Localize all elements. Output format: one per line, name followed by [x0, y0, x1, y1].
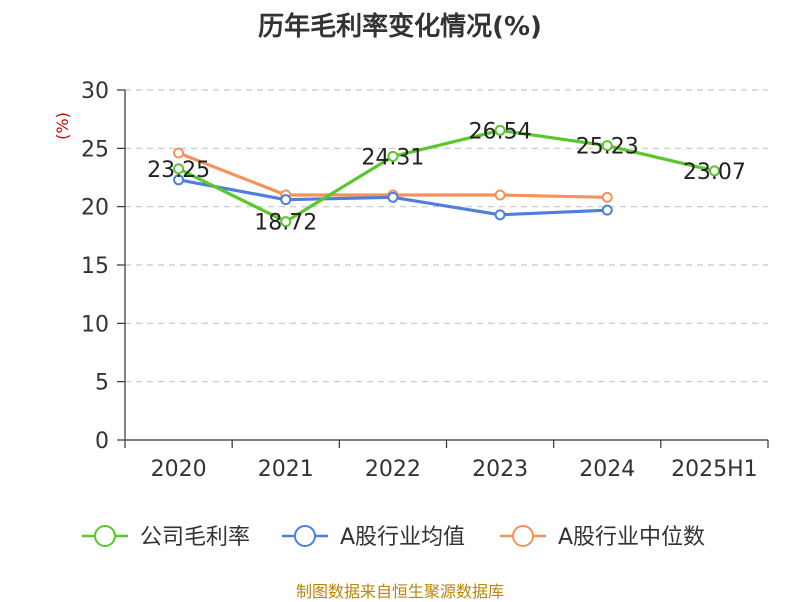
x-tick-label: 2021 [258, 457, 314, 482]
y-tick-label: 0 [95, 429, 109, 454]
data-label: 23.07 [683, 160, 746, 185]
x-tick-label: 2023 [472, 457, 528, 482]
legend-label: 公司毛利率 [140, 525, 250, 550]
source-note: 制图数据来自恒生聚源数据库 [295, 582, 504, 601]
legend-marker [294, 525, 316, 547]
data-labels: 23.25 18.72 24.31 26.54 25.23 23.07 [147, 119, 746, 235]
data-point-gross_margin [387, 150, 399, 162]
legend-item-gross_margin[interactable]: 公司毛利率 [82, 525, 250, 550]
data-label: 23.25 [147, 158, 210, 183]
y-axis-unit-label: (%) [53, 112, 72, 140]
axes: 0 5 10 15 20 25 30 2020 2021 2022 2023 2024 2025H1 [81, 79, 769, 482]
y-tick-label: 5 [95, 371, 109, 396]
series-lines [173, 124, 720, 228]
data-label: 26.54 [469, 119, 532, 144]
grid-lines [125, 89, 768, 383]
y-tick-label: 25 [81, 137, 109, 162]
x-tick-label: 2020 [151, 457, 207, 482]
legend-label: A股行业均值 [340, 525, 465, 550]
legend-marker [94, 525, 116, 547]
data-label: 25.23 [576, 135, 639, 160]
y-tick-label: 20 [81, 196, 109, 221]
data-point-industry_mean [280, 194, 292, 206]
data-point-industry_median [494, 189, 506, 201]
y-tick-label: 10 [81, 312, 109, 337]
data-point-gross_margin [601, 140, 613, 152]
data-point-gross_margin [494, 124, 506, 136]
y-tick-label: 15 [81, 254, 109, 279]
legend-item-industry_mean[interactable]: A股行业均值 [282, 525, 465, 550]
data-point-industry_median [601, 191, 613, 203]
legend[interactable]: 公司毛利率 A股行业均值 A股行业中位数 [82, 525, 705, 550]
x-tick-label: 2024 [579, 457, 635, 482]
legend-marker [512, 525, 534, 547]
data-point-gross_margin [173, 163, 185, 175]
data-point-industry_mean [494, 209, 506, 221]
data-point-industry_mean [173, 174, 185, 186]
y-tick-label: 30 [81, 79, 109, 104]
x-tick-label: 2025H1 [671, 457, 758, 482]
data-label: 18.72 [254, 211, 317, 236]
series-line-gross_margin [177, 128, 716, 224]
legend-item-industry_median[interactable]: A股行业中位数 [500, 525, 705, 550]
data-point-industry_mean [601, 204, 613, 216]
data-point-gross_margin [708, 165, 720, 177]
legend-label: A股行业中位数 [558, 525, 705, 550]
x-tick-label: 2022 [365, 457, 421, 482]
data-point-industry_median [173, 147, 185, 159]
data-point-gross_margin [280, 216, 292, 228]
data-point-industry_mean [387, 191, 399, 203]
data-label: 24.31 [361, 145, 424, 170]
chart-title: 历年毛利率变化情况(%) [258, 12, 542, 42]
